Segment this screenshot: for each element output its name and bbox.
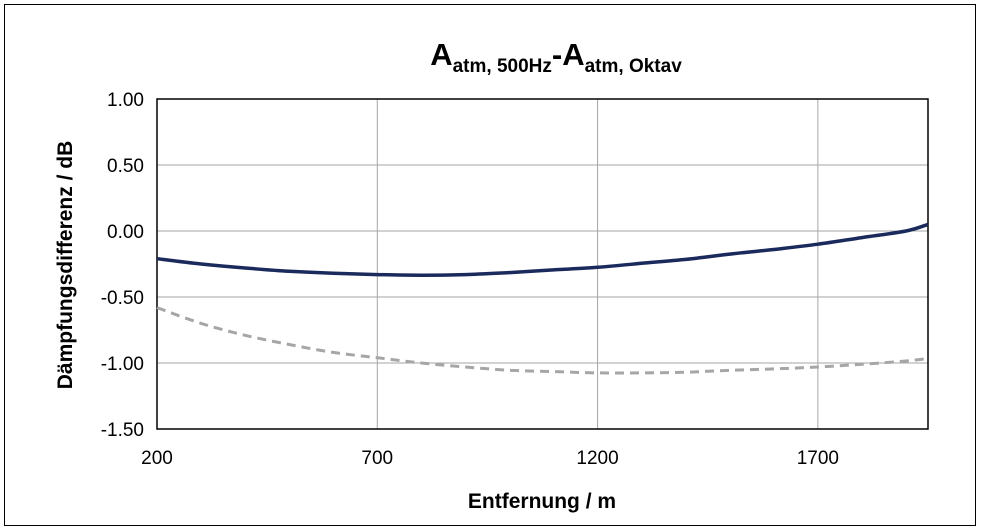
title-part2-sub: atm, Oktav bbox=[585, 56, 683, 77]
series-line-2 bbox=[156, 306, 929, 375]
y-axis-ticks: 1.00 0.50 0.00 -0.50 -1.00 -1.50 bbox=[101, 90, 144, 441]
title-part2-main: A bbox=[562, 37, 584, 72]
title-part1-main: A bbox=[430, 37, 452, 72]
y-tick-label: 0.50 bbox=[107, 156, 144, 177]
x-tick-label: 200 bbox=[141, 448, 173, 469]
series-group bbox=[156, 222, 929, 375]
y-tick-label: -1.00 bbox=[101, 354, 144, 375]
x-axis-title: Entfernung / m bbox=[468, 490, 616, 513]
chart-area bbox=[4, 4, 976, 526]
y-tick-label: -0.50 bbox=[101, 288, 144, 309]
y-tick-label: 0.00 bbox=[107, 222, 144, 243]
y-tick-label: 1.00 bbox=[107, 90, 144, 111]
chart-title: Aatm, 500Hz-Aatm, Oktav bbox=[430, 37, 682, 77]
plot-area-border bbox=[156, 98, 929, 430]
x-tick-label: 1200 bbox=[576, 448, 618, 469]
series-line-1 bbox=[156, 222, 929, 277]
y-axis-title: Dämpfungsdifferenz / dB bbox=[54, 141, 77, 390]
gridlines bbox=[156, 98, 928, 430]
x-tick-label: 700 bbox=[361, 448, 393, 469]
x-tick-label: 1700 bbox=[797, 448, 839, 469]
y-tick-label: -1.50 bbox=[101, 420, 144, 441]
x-axis-ticks: 200 700 1200 1700 bbox=[141, 448, 839, 469]
title-part1-sub: atm, 500Hz bbox=[453, 56, 552, 77]
title-separator: - bbox=[552, 37, 562, 72]
